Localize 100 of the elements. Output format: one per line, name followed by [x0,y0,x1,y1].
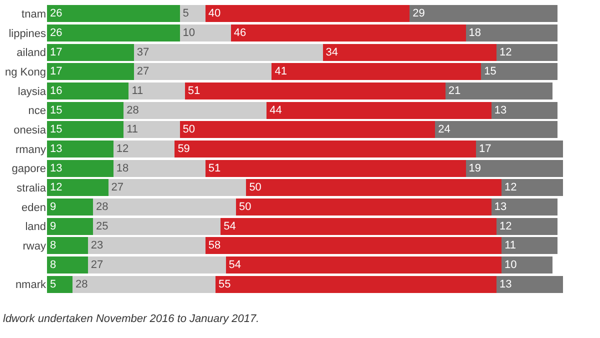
bar [266,102,492,119]
data-label: 12 [116,143,129,155]
data-label: 10 [504,259,517,271]
data-label: 5 [182,8,189,20]
bar [272,63,482,80]
bar [180,5,206,22]
data-label: 50 [182,124,196,136]
bar [47,121,124,138]
bar [47,276,73,293]
bar [88,237,206,254]
bar [92,198,236,216]
bar [113,160,206,177]
bar [47,24,180,42]
data-label: 19 [468,162,482,174]
bar [124,121,180,138]
data-label: 27 [111,182,124,194]
data-label: 13 [50,162,62,174]
data-label: 13 [494,104,507,116]
bar [47,198,93,216]
bar [410,5,558,22]
data-label: 15 [50,124,62,136]
bar [47,102,124,119]
data-label: 12 [504,182,517,194]
bar [180,24,231,42]
data-label: 10 [182,27,196,39]
bar [230,24,466,42]
y-tick-label: onesia [14,124,47,137]
data-label: 28 [96,201,108,213]
data-label: 12 [499,46,512,58]
data-label: 18 [468,27,482,39]
data-label: 5 [50,278,56,290]
bar [496,276,563,293]
bar [220,218,496,235]
bar [491,198,558,216]
data-label: 13 [494,201,507,213]
bar [481,63,558,80]
data-label: 8 [50,259,56,271]
data-label: 54 [224,220,236,232]
bar [491,102,558,119]
data-label: 27 [90,259,104,271]
bar [184,82,446,100]
data-label: 21 [448,85,461,97]
data-label: 51 [188,85,200,97]
bar [72,276,216,293]
y-tick-label: laysia [18,86,47,98]
y-tick-label: gapore [12,163,46,176]
data-label: 12 [50,182,62,194]
data-label: 13 [50,143,62,155]
y-tick-label: lippines [8,28,46,40]
y-tick-label: rmany [15,144,46,156]
bar [496,218,558,235]
bar [88,256,226,274]
data-label: 15 [484,66,496,78]
data-label: 11 [504,240,516,252]
bar [466,160,563,177]
data-label: 40 [208,8,221,20]
bar [435,121,558,138]
data-label: 18 [116,162,129,174]
y-tick-label: ailand [16,47,46,60]
data-label: 44 [270,104,282,116]
data-label: 17 [50,46,62,58]
y-tick-label: eden [22,202,46,214]
data-label: 51 [208,162,221,174]
data-label: 58 [208,240,221,252]
bar [476,140,563,158]
data-label: 59 [178,143,190,155]
data-label: 9 [50,201,56,213]
data-label: 8 [50,240,56,252]
y-tick-label: rway [22,240,46,253]
data-label: 29 [412,8,425,20]
bar [180,121,436,138]
data-label: 27 [136,66,150,78]
y-tick-label: tnam [22,8,46,21]
bar [47,237,88,254]
data-label: 11 [132,85,144,97]
data-label: 15 [50,104,62,116]
text: ldwork undertaken November 2016 to January 2017. [3,313,260,325]
data-label: 25 [96,220,108,232]
bar [47,140,114,158]
bar [174,140,476,158]
data-label: 13 [499,278,512,290]
data-label: 23 [90,240,104,252]
data-label: 41 [274,66,287,78]
data-label: 28 [76,278,88,290]
data-label: 24 [438,124,450,136]
bar [47,44,134,61]
data-label: 9 [50,220,56,232]
bar [216,276,496,293]
bar [246,179,502,196]
data-label: 17 [50,66,62,78]
data-label: 16 [50,85,62,97]
bar [205,237,502,254]
bar [134,63,272,80]
bar [47,82,129,100]
data-label: 28 [126,104,139,116]
bar [108,179,246,196]
bar [236,198,492,216]
y-tick-label: stralia [16,182,47,195]
data-label: 50 [238,201,252,213]
y-tick-label: land [25,221,46,234]
